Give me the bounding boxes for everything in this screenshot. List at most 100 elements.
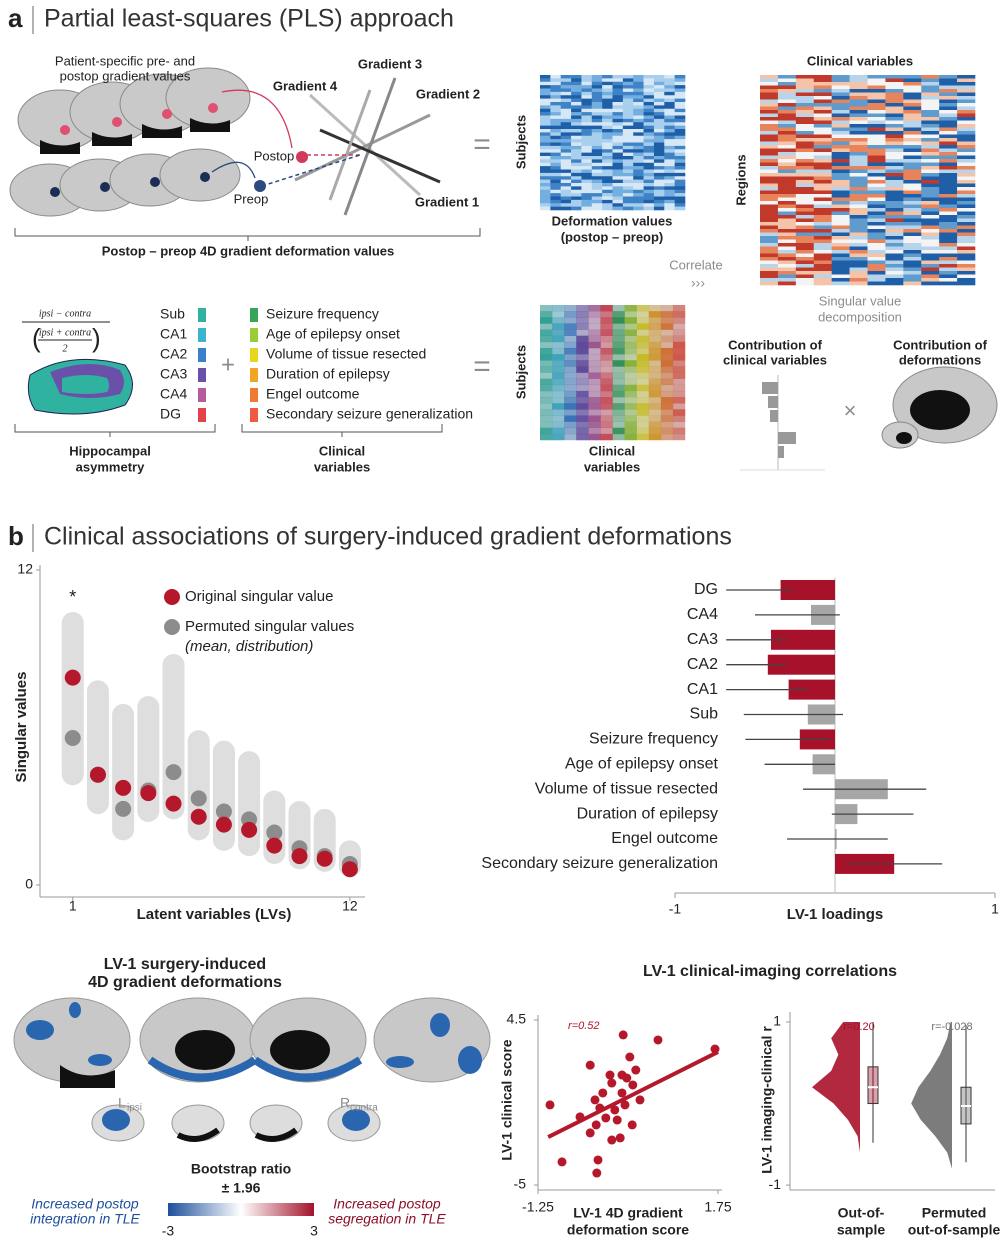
point: [622, 1074, 631, 1083]
matrix-cell: [592, 159, 603, 163]
matrix-cell: [602, 75, 613, 79]
equals: =: [473, 350, 491, 383]
matrix-cell: [581, 126, 592, 130]
matrix-cell: [778, 152, 796, 156]
hemisphere-label: L: [118, 1095, 126, 1111]
matrix-cell: [602, 180, 613, 184]
matrix-cell: [939, 236, 957, 240]
matrix-cell: [571, 170, 582, 174]
clinical-swatch: [250, 308, 258, 322]
matrix-cell: [760, 212, 778, 216]
matrix-cell: [644, 116, 655, 120]
matrix-cell: [903, 107, 921, 111]
matrix-cell: [540, 102, 551, 106]
note: postop gradient values: [60, 68, 191, 83]
point: [628, 1080, 637, 1089]
matrix-cell: [778, 79, 796, 83]
matrix-cell: [957, 117, 975, 121]
category-label: CA3: [687, 631, 718, 648]
matrix-cell: [592, 129, 603, 133]
matrix-cell: [760, 205, 778, 209]
matrix-cell: [571, 132, 582, 136]
point: [140, 785, 156, 801]
matrix-cell: [814, 191, 832, 195]
colorbar-title: Bootstrap ratio: [191, 1161, 291, 1177]
matrix-cell: [778, 110, 796, 114]
matrix-cell: [675, 85, 686, 89]
matrix-cell: [633, 116, 644, 120]
matrix-cell: [939, 131, 957, 135]
matrix-cell: [561, 203, 572, 207]
matrix-cell: [592, 149, 603, 153]
matrix-cell: [796, 177, 814, 181]
matrix-cell: [571, 126, 582, 130]
matrix-cell: [921, 254, 939, 258]
category-label: Engel outcome: [611, 830, 718, 847]
matrix-cell: [850, 261, 868, 265]
matrix-cell: [760, 128, 778, 132]
matrix-cell: [571, 149, 582, 153]
matrix-cell: [613, 170, 624, 174]
matrix-cell: [868, 194, 886, 198]
matrix-cell: [921, 145, 939, 149]
svd-label: decomposition: [818, 309, 902, 324]
matrix-cell: [613, 146, 624, 150]
matrix-cell: [633, 176, 644, 180]
matrix-cell: [903, 236, 921, 240]
matrix-cell: [561, 75, 572, 79]
clinical-label: Age of epilepsy onset: [266, 326, 400, 342]
matrix-cell: [778, 240, 796, 244]
matrix-cell: [613, 85, 624, 89]
matrix-cell: [903, 275, 921, 279]
matrix-cell: [939, 278, 957, 282]
matrix-cell: [796, 208, 814, 212]
matrix-cell: [592, 75, 603, 79]
matrix-cell: [921, 135, 939, 139]
matrix-cell: [664, 159, 675, 163]
matrix-cell: [796, 180, 814, 184]
subfield-swatch: [198, 308, 206, 322]
matrix-cell: [832, 187, 850, 191]
matrix-cell: [885, 173, 903, 177]
matrix-cell: [903, 110, 921, 114]
matrix-cell: [921, 121, 939, 125]
matrix-cell: [550, 149, 561, 153]
matrix-cell: [850, 282, 868, 286]
matrix-cell: [814, 96, 832, 100]
matrix-cell: [592, 193, 603, 197]
matrix-cell: [561, 105, 572, 109]
matrix-cell: [885, 233, 903, 237]
matrix-cell: [850, 124, 868, 128]
matrix-cell: [613, 75, 624, 79]
matrix-cell: [654, 92, 665, 96]
matrix-cell: [760, 236, 778, 240]
matrix-cell: [613, 126, 624, 130]
matrix-cell: [921, 201, 939, 205]
matrix-cell: [760, 215, 778, 219]
category-label: DG: [694, 581, 718, 598]
gradient-label: Gradient 3: [358, 56, 422, 71]
matrix-cell: [592, 92, 603, 96]
matrix-cell: [850, 215, 868, 219]
matrix-cell: [885, 264, 903, 268]
matrix-cell: [654, 95, 665, 99]
legend-note: (mean, distribution): [185, 638, 313, 655]
panel-title: Partial least-squares (PLS) approach: [44, 5, 454, 33]
matrix-cell: [613, 92, 624, 96]
matrix-cell: [654, 166, 665, 170]
matrix-cell: [675, 132, 686, 136]
matrix-cell: [778, 128, 796, 132]
colorbar-threshold: ± 1.96: [222, 1180, 261, 1196]
matrix-cell: [832, 257, 850, 261]
matrix-cell: [550, 143, 561, 147]
matrix-cell: [633, 92, 644, 96]
matrix-cell: [550, 85, 561, 89]
matrix-cell: [814, 233, 832, 237]
matrix-cell: [592, 119, 603, 123]
matrix-cell: [778, 142, 796, 146]
matrix-cell: [675, 170, 686, 174]
matrix-cell: [903, 226, 921, 230]
matrix-cell: [644, 99, 655, 103]
matrix-cell: [957, 145, 975, 149]
matrix-cell: [939, 268, 957, 272]
